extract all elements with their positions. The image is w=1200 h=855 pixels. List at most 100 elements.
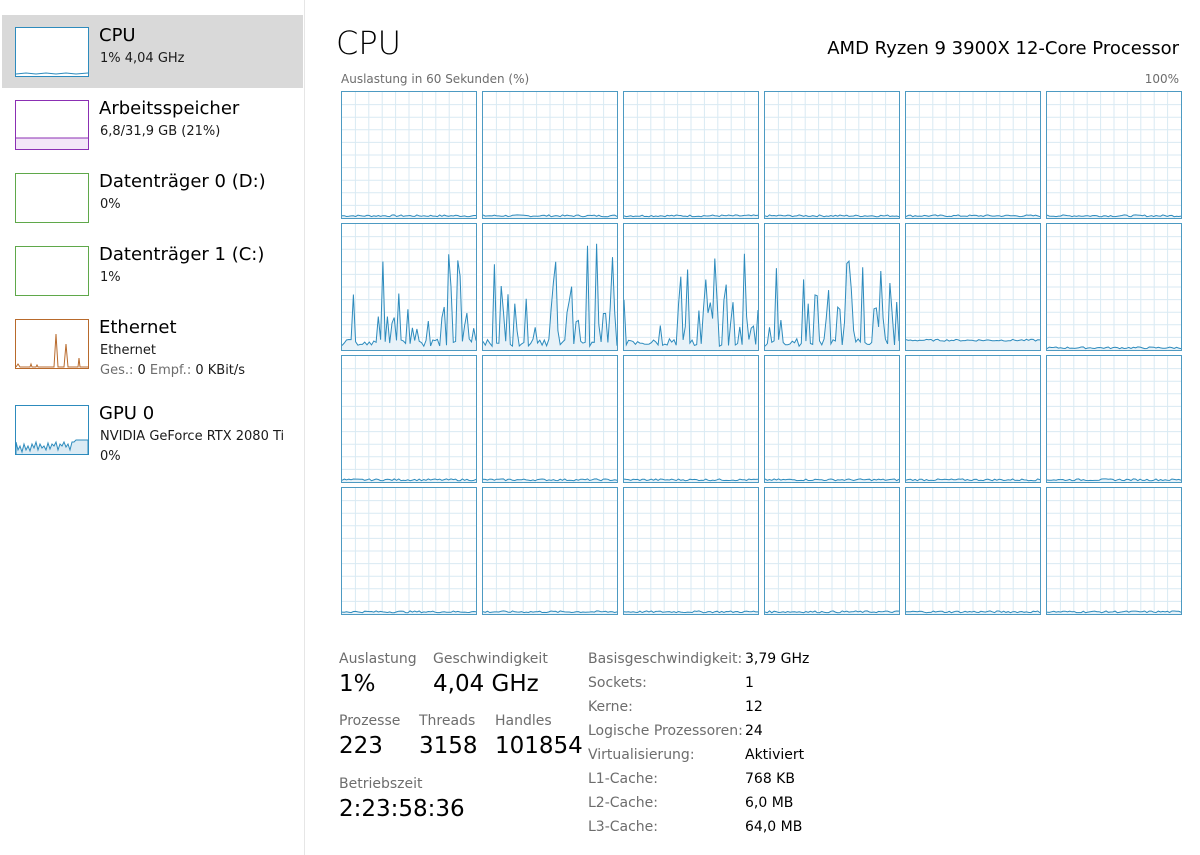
utilization-line	[765, 214, 899, 218]
logical-processor-graph[interactable]	[482, 91, 618, 219]
sidebar-item-memory[interactable]: Arbeitsspeicher 6,8/31,9 GB (21%)	[2, 88, 303, 161]
logical-processor-graph[interactable]	[341, 91, 477, 219]
utilization-line	[342, 254, 476, 348]
speed-value: 4,04 GHz	[433, 671, 539, 697]
logical-processor-graph[interactable]	[623, 223, 759, 351]
utilization-graph	[624, 356, 758, 482]
utilization-area	[906, 339, 1040, 350]
utilization-graph	[765, 92, 899, 218]
utilization-area	[1047, 214, 1181, 218]
logical-processor-graph[interactable]	[905, 91, 1041, 219]
logical-processor-graph[interactable]	[1046, 223, 1182, 351]
logical-processor-graph[interactable]	[341, 487, 477, 615]
sidebar-item-cpu[interactable]: CPU 1% 4,04 GHz	[2, 15, 303, 88]
utilization-max-label: 100%	[1144, 72, 1179, 86]
sidebar-item-ethernet[interactable]: Ethernet Ethernet Ges.: 0 Empf.: 0 KBit/…	[2, 307, 303, 380]
cpu-thumbnail-graph	[15, 27, 89, 77]
logical-processor-graph[interactable]	[482, 487, 618, 615]
logical-processor-graph[interactable]	[482, 223, 618, 351]
logical-processor-graph[interactable]	[905, 487, 1041, 615]
uptime-label: Betriebszeit	[339, 776, 423, 792]
logical-processor-graph[interactable]	[341, 223, 477, 351]
utilization-graph	[906, 224, 1040, 350]
spec-key-sockets: Sockets:	[588, 675, 647, 691]
utilization-line	[624, 253, 758, 348]
sidebar-item-title: Ethernet	[99, 317, 177, 338]
spec-value-base-speed: 3,79 GHz	[745, 651, 810, 667]
receive-value: 0 KBit/s	[195, 363, 246, 378]
sidebar-item-title: Datenträger 1 (C:)	[99, 244, 265, 265]
utilization-line	[906, 610, 1040, 614]
sidebar: CPU 1% 4,04 GHz Arbeitsspeicher 6,8/31,9…	[0, 0, 305, 855]
utilization-line	[483, 478, 617, 482]
send-value: 0	[137, 363, 146, 378]
sidebar-item-gpu[interactable]: GPU 0 NVIDIA GeForce RTX 2080 Ti 0%	[2, 393, 303, 466]
sidebar-item-subtitle-2: 0%	[100, 449, 121, 464]
sidebar-item-disk-1[interactable]: Datenträger 1 (C:) 1%	[2, 234, 303, 307]
utilization-graph	[624, 224, 758, 350]
utilization-graph	[765, 356, 899, 482]
spec-value-l1-cache: 768 KB	[745, 771, 795, 787]
sidebar-item-subtitle: Ethernet	[100, 343, 156, 358]
sidebar-item-title: Arbeitsspeicher	[99, 98, 240, 119]
logical-processor-graph[interactable]	[1046, 487, 1182, 615]
utilization-line	[1047, 214, 1181, 218]
logical-processor-graph[interactable]	[1046, 355, 1182, 483]
logical-processor-graph[interactable]	[623, 355, 759, 483]
sidebar-item-subtitle: NVIDIA GeForce RTX 2080 Ti	[100, 429, 285, 444]
utilization-line	[342, 478, 476, 482]
utilization-area	[342, 254, 476, 350]
logical-processor-graph[interactable]	[623, 91, 759, 219]
logical-processor-graph[interactable]	[764, 223, 900, 351]
logical-processor-graph[interactable]	[764, 487, 900, 615]
utilization-line	[624, 214, 758, 218]
utilization-graph	[483, 92, 617, 218]
threads-value: 3158	[419, 733, 478, 759]
sidebar-item-subtitle: 6,8/31,9 GB (21%)	[100, 124, 221, 139]
logical-processor-graph[interactable]	[1046, 91, 1182, 219]
threads-label: Threads	[419, 713, 476, 729]
utilization-line	[1047, 346, 1181, 350]
logical-processor-graph[interactable]	[905, 223, 1041, 351]
spec-value-l3-cache: 64,0 MB	[745, 819, 803, 835]
utilization-label: Auslastung	[339, 651, 417, 667]
utilization-line	[765, 478, 899, 482]
utilization-line	[1047, 610, 1181, 614]
sidebar-item-disk-0[interactable]: Datenträger 0 (D:) 0%	[2, 161, 303, 234]
utilization-line	[906, 214, 1040, 218]
logical-processor-graph[interactable]	[764, 355, 900, 483]
utilization-graph	[906, 92, 1040, 218]
utilization-graph	[483, 488, 617, 614]
utilization-line	[483, 214, 617, 218]
utilization-line	[483, 243, 617, 349]
logical-processor-graph[interactable]	[341, 355, 477, 483]
utilization-graph	[1047, 92, 1181, 218]
utilization-area	[483, 610, 617, 614]
processes-label: Prozesse	[339, 713, 401, 729]
send-label: Ges.:	[100, 363, 134, 378]
utilization-line	[342, 214, 476, 218]
speed-label: Geschwindigkeit	[433, 651, 548, 667]
spec-key-virtualization: Virtualisierung:	[588, 747, 695, 763]
sidebar-item-subtitle: 1%	[100, 270, 121, 285]
utilization-area	[342, 214, 476, 218]
utilization-line	[624, 478, 758, 482]
logical-processor-graph[interactable]	[623, 487, 759, 615]
logical-processor-graph[interactable]	[905, 355, 1041, 483]
utilization-graph	[1047, 224, 1181, 350]
utilization-graph	[1047, 356, 1181, 482]
utilization-line	[765, 260, 899, 348]
logical-processor-graph[interactable]	[482, 355, 618, 483]
utilization-graph	[624, 488, 758, 614]
sidebar-item-title: GPU 0	[99, 403, 155, 424]
spec-key-l3-cache: L3-Cache:	[588, 819, 659, 835]
logical-processor-graph[interactable]	[764, 91, 900, 219]
utilization-graph	[624, 92, 758, 218]
logical-processor-graphs[interactable]	[341, 91, 1182, 615]
page-title: CPU	[336, 24, 402, 62]
spec-key-l1-cache: L1-Cache:	[588, 771, 659, 787]
utilization-graph	[342, 356, 476, 482]
utilization-area	[624, 478, 758, 482]
disk-0-thumbnail-graph	[15, 173, 89, 223]
spec-value-cores: 12	[745, 699, 763, 715]
